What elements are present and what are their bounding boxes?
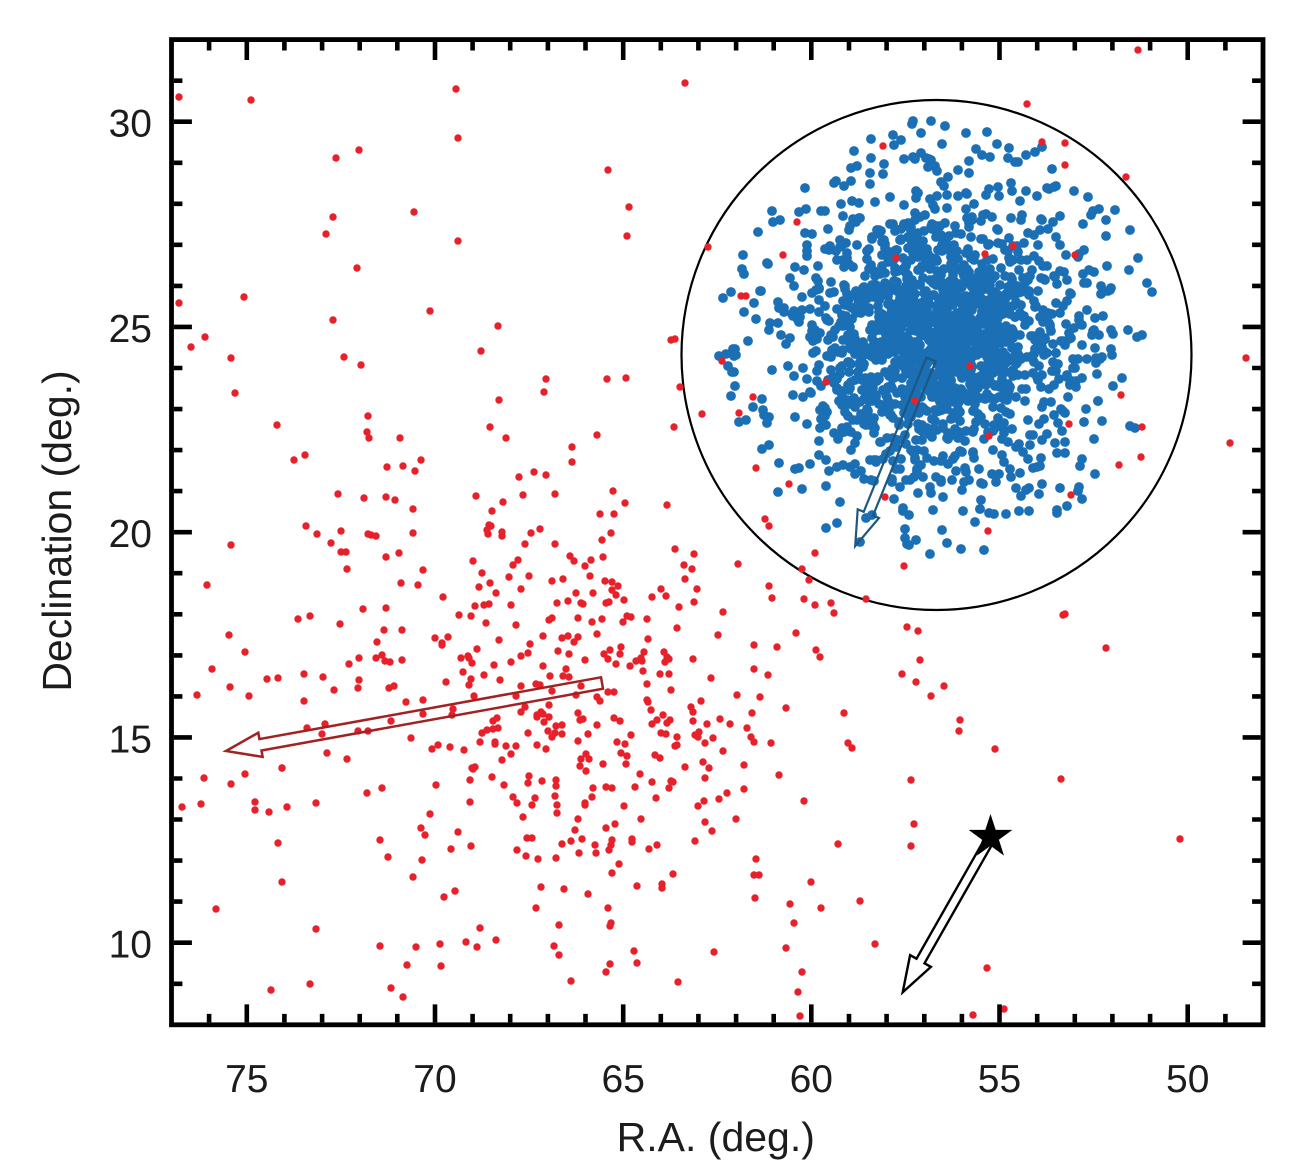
svg-text:65: 65	[602, 1058, 645, 1101]
svg-text:10: 10	[109, 924, 152, 967]
svg-text:20: 20	[109, 513, 152, 556]
svg-text:60: 60	[790, 1058, 833, 1101]
svg-text:Declination (deg.): Declination (deg.)	[34, 370, 80, 691]
svg-text:55: 55	[978, 1058, 1021, 1101]
svg-text:R.A. (deg.): R.A. (deg.)	[617, 1114, 815, 1160]
svg-text:70: 70	[413, 1058, 456, 1101]
svg-text:50: 50	[1166, 1058, 1209, 1101]
svg-text:75: 75	[225, 1058, 268, 1101]
svg-text:25: 25	[109, 308, 152, 351]
svg-text:30: 30	[109, 103, 152, 146]
svg-text:15: 15	[109, 718, 152, 761]
